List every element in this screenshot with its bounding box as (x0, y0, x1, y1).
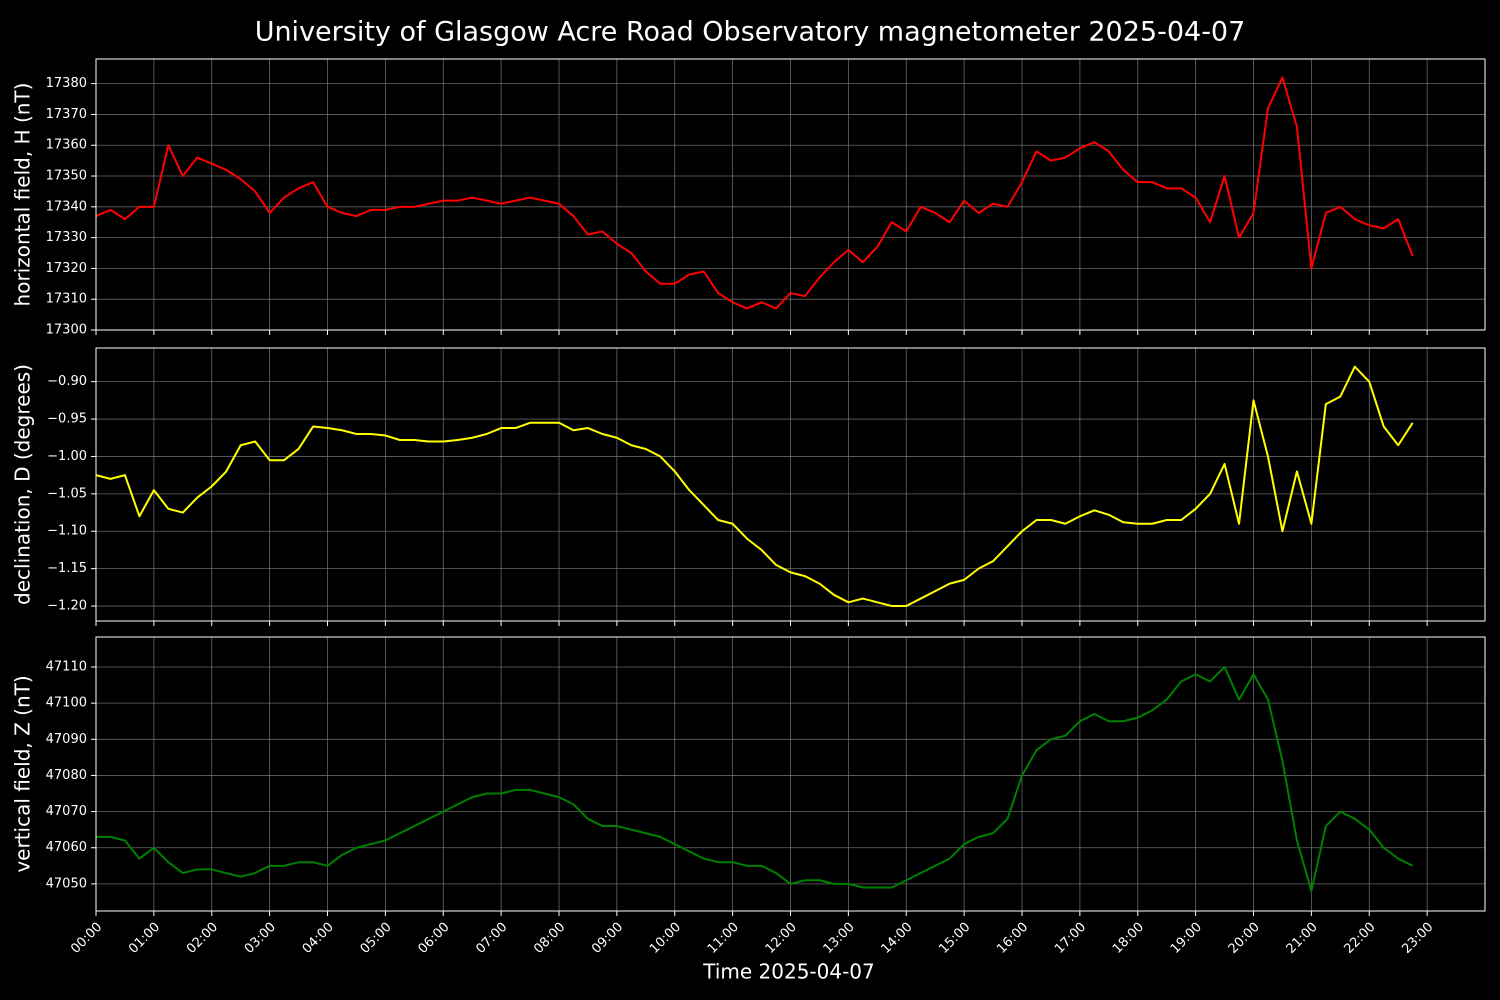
y-tick-label: 47110 (46, 660, 87, 675)
y-tick-label: 47050 (46, 876, 87, 891)
data-line (95, 76, 1414, 310)
y-axis-label: vertical field, Z (nT) (11, 675, 35, 872)
y-tick-label: 47100 (46, 696, 87, 711)
y-tick-label: 17310 (46, 292, 87, 307)
y-tick-label: 47060 (46, 840, 87, 855)
y-tick-label: 17300 (46, 323, 87, 338)
y-tick-label: 17370 (46, 107, 87, 122)
y-tick-label: 47090 (46, 732, 87, 747)
y-tick-label: −0.95 (47, 412, 87, 427)
y-tick-label: −1.10 (47, 524, 87, 539)
y-tick-label: −1.05 (47, 486, 87, 501)
y-tick-label: 17340 (46, 199, 87, 214)
y-tick-label: −1.00 (47, 449, 87, 464)
y-tick-label: 17360 (46, 138, 87, 153)
y-axis-label: declination, D (degrees) (11, 364, 35, 605)
y-tick-label: −0.90 (47, 374, 87, 389)
data-line (95, 365, 1414, 608)
y-tick-label: 17380 (46, 76, 87, 91)
subplot: −1.20 −1.15 −1.10 −1.05 −1.00 −0.95 −0.90 (47, 348, 1485, 626)
x-axis-label: Time 2025-04-07 (702, 960, 875, 984)
axes-frame (95, 347, 1486, 622)
y-tick-label: 17320 (46, 261, 87, 276)
axes-frame (95, 636, 1486, 912)
axes-frame (95, 58, 1486, 331)
y-tick-label: 47070 (46, 804, 87, 819)
y-tick-label: 47080 (46, 768, 87, 783)
y-tick-label: 17330 (46, 230, 87, 245)
y-tick-label: −1.15 (47, 561, 87, 576)
data-line (96, 666, 1414, 893)
y-axis-label: horizontal field, H (nT) (11, 83, 35, 307)
subplot: 17300 17310 17320 17330 17340 17350 17360 17370… (46, 59, 1485, 338)
chart-title: University of Glasgow Acre Road Observat… (255, 17, 1246, 48)
y-tick-label: 17350 (46, 169, 87, 184)
y-tick-label: −1.20 (47, 599, 87, 614)
